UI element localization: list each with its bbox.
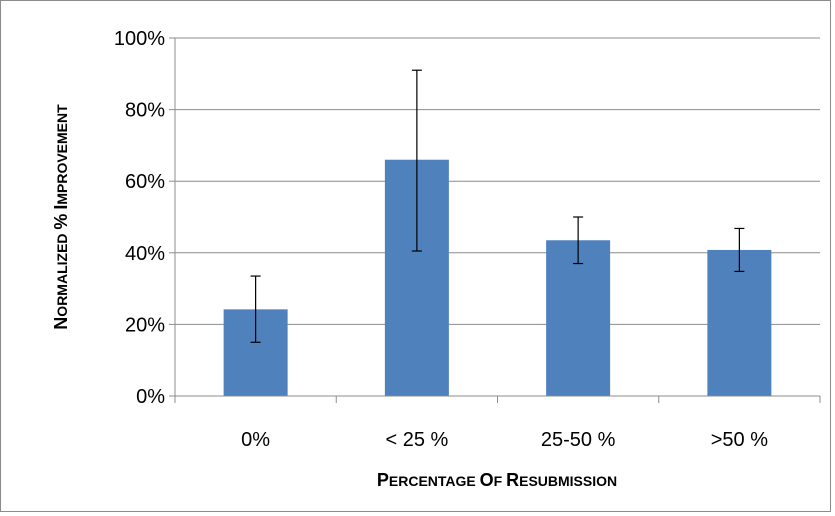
y-tick-label: 20% [125, 314, 165, 336]
x-axis-title: PERCENTAGE OF RESUBMISSION [377, 470, 617, 490]
x-tick-label: < 25 % [385, 429, 448, 451]
bars [223, 159, 772, 396]
y-tick-label: 100% [114, 28, 165, 50]
y-tick-labels: 0% 20% 40% 60% 80% 100% [114, 28, 165, 408]
y-tick-label: 40% [125, 243, 165, 265]
bar [707, 249, 772, 396]
bar [546, 240, 611, 396]
y-tick-label: 60% [125, 171, 165, 193]
x-tick-labels: 0% < 25 % 25-50 % >50 % [241, 429, 768, 451]
y-tick-label: 0% [136, 386, 165, 408]
y-axis-title: NORMALIZED % IMPROVEMENT [51, 104, 71, 330]
x-tick-label: >50 % [711, 429, 768, 451]
error-bars [250, 69, 745, 343]
x-tick-label: 0% [241, 429, 270, 451]
axes [169, 37, 821, 403]
x-tick-label: 25-50 % [541, 429, 616, 451]
y-tick-label: 80% [125, 100, 165, 122]
